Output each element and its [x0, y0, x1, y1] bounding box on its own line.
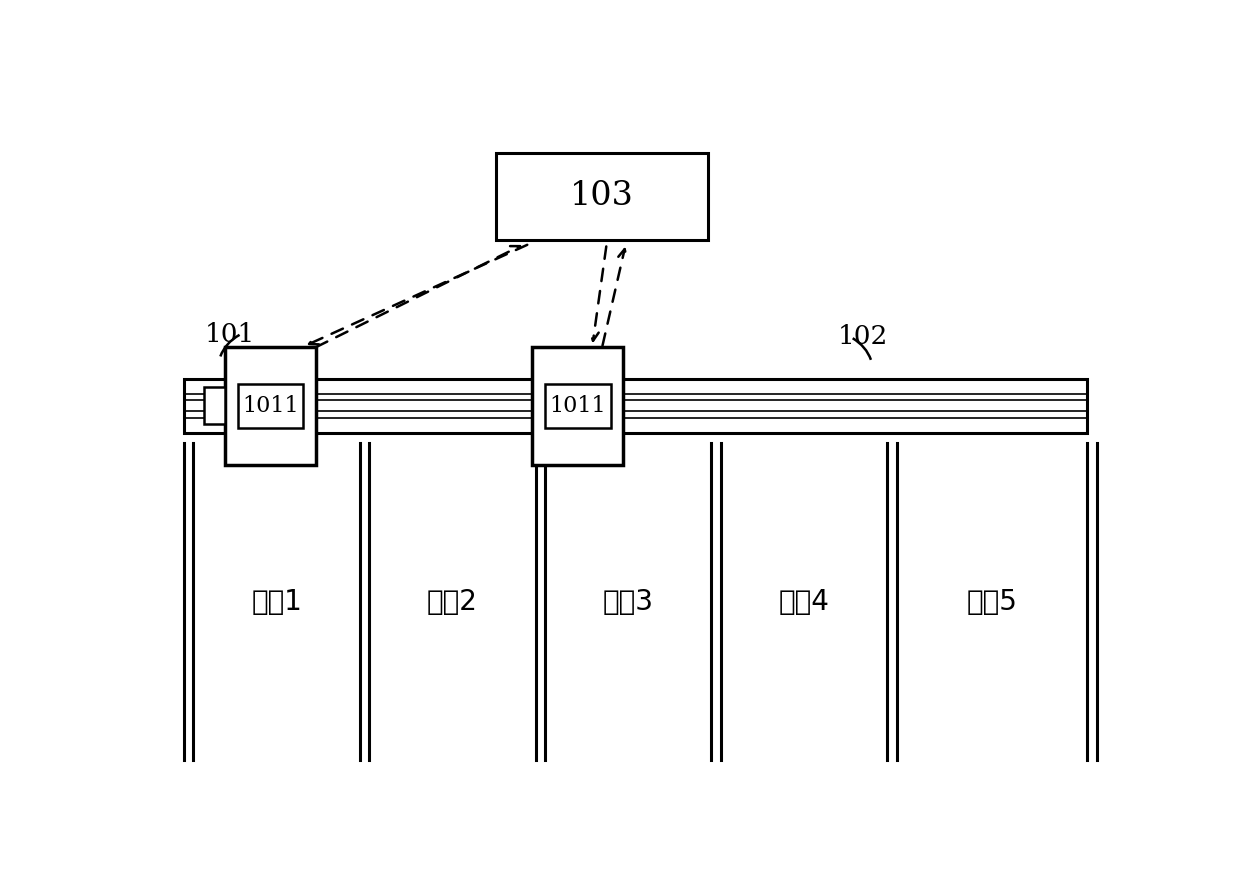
Bar: [224, 346, 316, 465]
Text: 车佗5: 车佗5: [967, 588, 1018, 616]
Text: 车佗3: 车佗3: [603, 588, 653, 616]
Text: 102: 102: [837, 324, 888, 349]
Bar: [203, 387, 224, 424]
Bar: [546, 384, 610, 428]
Bar: [238, 384, 303, 428]
Bar: [184, 379, 1087, 432]
Text: 车佗4: 车佗4: [779, 588, 830, 616]
Text: 车佗1: 车佗1: [252, 588, 303, 616]
Text: 103: 103: [570, 181, 634, 212]
Bar: [496, 153, 708, 240]
Text: 1011: 1011: [549, 395, 606, 417]
Text: 101: 101: [205, 323, 255, 347]
Text: 1011: 1011: [242, 395, 299, 417]
Text: 车佗2: 车佗2: [427, 588, 477, 616]
Bar: [532, 346, 624, 465]
